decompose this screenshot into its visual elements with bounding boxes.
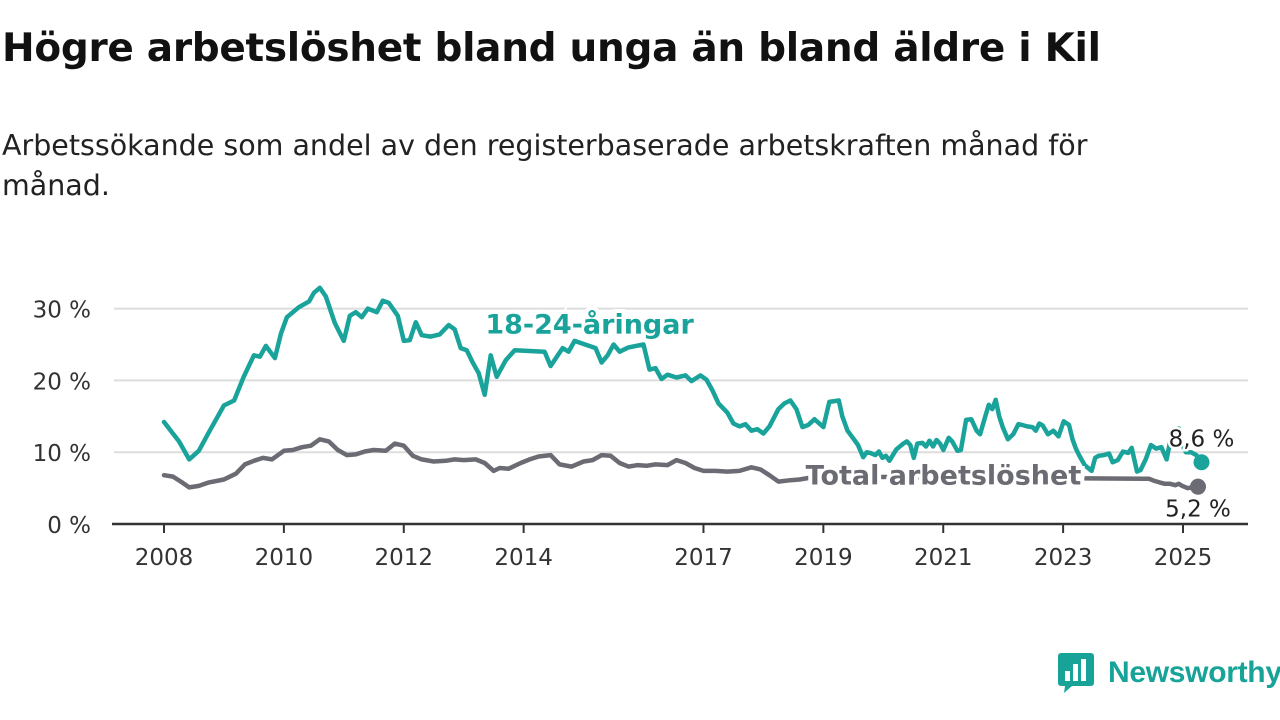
total-series-label: Total arbetslöshet bbox=[806, 461, 1082, 492]
y-tick-label: 10 % bbox=[33, 441, 91, 467]
gridlines bbox=[114, 307, 1248, 454]
x-tick-label: 2014 bbox=[494, 545, 553, 571]
x-tick-label: 2023 bbox=[1034, 545, 1093, 571]
x-tick-label: 2010 bbox=[255, 545, 314, 571]
brand: Newsworthy bbox=[1058, 653, 1280, 693]
x-tick-label: 2025 bbox=[1154, 545, 1213, 571]
brand-name: Newsworthy bbox=[1108, 656, 1280, 689]
series-lines bbox=[161, 285, 1210, 495]
y-tick-label: 30 % bbox=[33, 298, 91, 324]
total-series-line bbox=[161, 437, 1201, 491]
x-axis: 2008 2010 2012 2014 2017 2019 2021 2023 2025 bbox=[112, 522, 1248, 571]
youth-series-label: 18-24-åringar bbox=[485, 309, 694, 341]
page-title: Högre arbetslöshet bland unga än bland ä… bbox=[2, 26, 1101, 71]
chart-labels: 0 % 10 % 20 % 30 % 8,6 % 5,2 % 18-24-åringar To… bbox=[33, 298, 1237, 539]
youth-end-label: 8,6 % bbox=[1169, 426, 1235, 452]
y-tick-label: 20 % bbox=[33, 369, 91, 395]
total-end-point bbox=[1190, 478, 1206, 495]
y-tick-label: 0 % bbox=[47, 513, 91, 539]
newsworthy-logo-icon bbox=[1058, 653, 1094, 693]
x-tick-label: 2008 bbox=[135, 545, 194, 571]
page-subtitle: Arbetssökande som andel av den registerb… bbox=[2, 129, 1088, 202]
youth-series-line bbox=[161, 285, 1204, 474]
total-end-label: 5,2 % bbox=[1165, 497, 1231, 523]
x-tick-label: 2017 bbox=[674, 545, 733, 571]
x-tick-label: 2019 bbox=[794, 545, 853, 571]
x-tick-label: 2012 bbox=[374, 545, 433, 571]
x-tick-label: 2021 bbox=[914, 545, 973, 571]
youth-end-point bbox=[1193, 454, 1210, 471]
